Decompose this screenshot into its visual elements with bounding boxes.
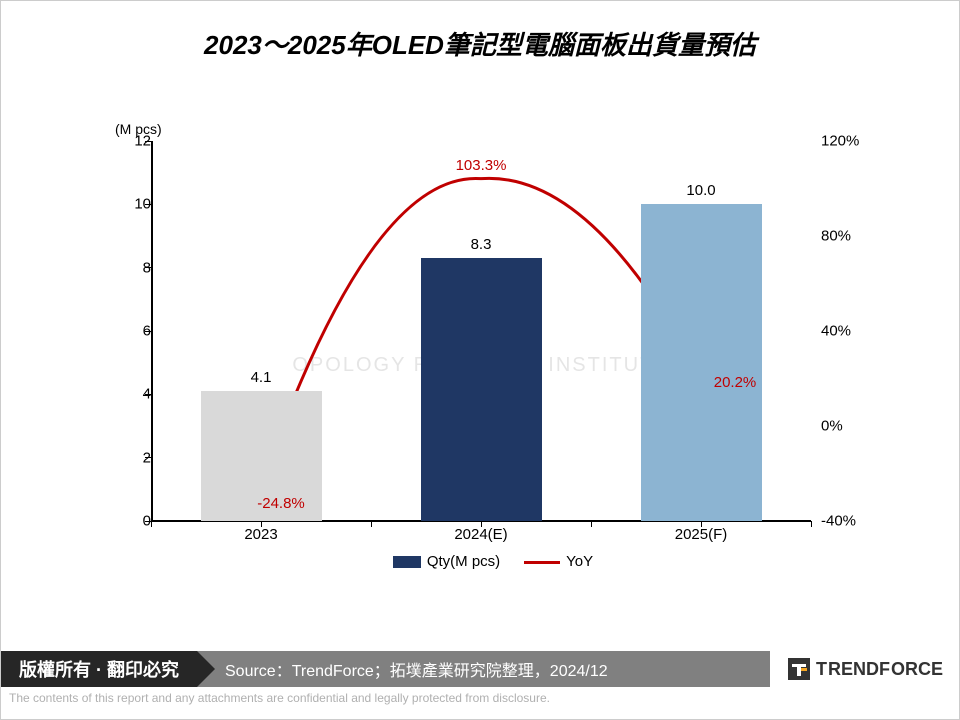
y-right-tick: 120% <box>821 133 859 150</box>
footer-brand-area: TRENDFORCE <box>770 651 960 687</box>
legend: Qty(M pcs) YoY <box>151 553 811 570</box>
x-category-label: 2024(E) <box>454 526 507 543</box>
y-right-tick: 0% <box>821 418 843 435</box>
page: 2023～2025年OLED筆記型電腦面板出貨量預估 (M pcs) 02468… <box>0 0 960 720</box>
y-right-tick: 40% <box>821 323 851 340</box>
bar <box>641 204 762 521</box>
brand-mark-icon <box>788 658 810 680</box>
legend-line-swatch <box>524 561 560 564</box>
legend-label: YoY <box>566 553 593 570</box>
brand-logo: TRENDFORCE <box>788 658 943 680</box>
y-right-tick: -40% <box>821 513 856 530</box>
plot-region: 拓墣 T OPOLOGY RESEARCH INSTITUTE 4.18.310… <box>151 141 811 521</box>
y-right-ticks: -40%0%40%80%120% <box>821 141 881 521</box>
x-category-label: 2025(F) <box>675 526 728 543</box>
footer-copyright: 版權所有 · 翻印必究 <box>1 651 197 687</box>
legend-label: Qty(M pcs) <box>427 553 500 570</box>
y-right-tick: 80% <box>821 228 851 245</box>
disclaimer-text: The contents of this report and any atta… <box>9 691 550 705</box>
line-value-label: 20.2% <box>714 374 757 391</box>
chart-title: 2023～2025年OLED筆記型電腦面板出貨量預估 <box>1 1 959 62</box>
footer-bar: 版權所有 · 翻印必究 Source：TrendForce；拓墣產業研究院整理，… <box>1 651 960 687</box>
legend-swatch <box>393 556 421 568</box>
x-axis-labels: 2023 2024(E) 2025(F) <box>151 526 811 550</box>
chart-area: (M pcs) 024681012 -40%0%40%80%120% 拓墣 T … <box>91 121 871 601</box>
line-value-label: -24.8% <box>257 495 305 512</box>
x-category-label: 2023 <box>244 526 277 543</box>
bar <box>421 258 542 521</box>
brand-text: TRENDFORCE <box>816 659 943 680</box>
bar-value-label: 10.0 <box>686 182 715 199</box>
bar-value-label: 8.3 <box>471 236 492 253</box>
footer-source: Source：TrendForce；拓墣產業研究院整理，2024/12 <box>197 651 770 687</box>
line-value-label: 103.3% <box>456 157 507 174</box>
bar-value-label: 4.1 <box>251 369 272 386</box>
